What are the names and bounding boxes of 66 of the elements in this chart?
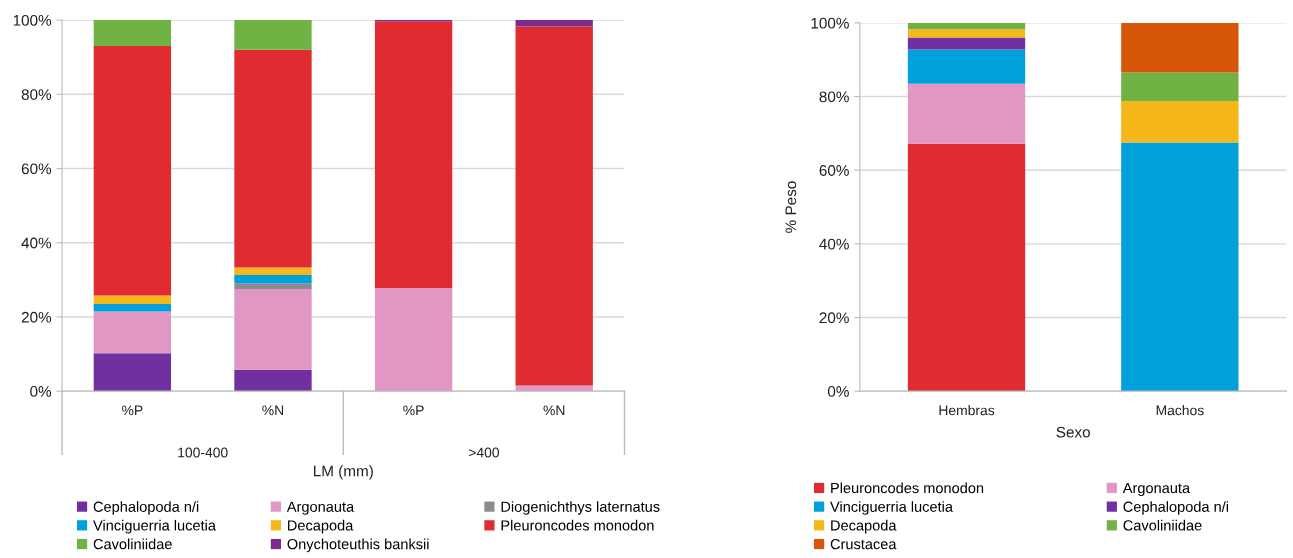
legend-label: Cavoliniidae [1123,519,1202,531]
y-tick-label: 60% [21,163,52,175]
legend-label: Cephalopoda n/i [93,501,199,515]
y-tick-label: 20% [21,311,52,323]
bar [907,29,1026,38]
bar [1121,100,1239,143]
bar [515,20,593,27]
legend-label: Vinciguerria lucetia [93,519,216,534]
x-tick-label: Machos [1156,405,1204,416]
legend-label: Decapoda [831,519,897,534]
legend-label: Cavoliniidae [93,538,172,550]
bar [907,83,1026,144]
x-tick-label: %P [403,405,424,416]
legend-label: Onychoteuthis banksii [287,538,429,553]
legend-label: Crustacea [830,538,897,550]
x-tick-label: %N [262,405,284,416]
y-tick-label: 60% [819,165,849,176]
legend-label: Pleuroncodes monodon [831,482,984,494]
bar [234,49,312,268]
bar [374,288,453,392]
bar [234,275,312,284]
text: >400 [468,447,499,458]
bar [93,295,172,304]
y-tick-label: 80% [819,91,849,103]
bar [907,22,1026,30]
bar [234,267,312,276]
bar [93,20,172,47]
legend-label: Diogenichthys laternatus [501,501,660,515]
bar [1121,72,1239,101]
y-tick-label: 40% [819,238,849,250]
bar [374,21,453,288]
bar [93,311,172,354]
bar [93,46,172,296]
bar [234,369,312,392]
bar [907,143,1026,392]
bar [1121,22,1239,73]
legend-label: Argonauta [286,501,355,515]
x-tick-label: Hembras [939,405,995,416]
bar [93,303,172,312]
y-axis-title: % Peso [785,181,797,233]
bar [1121,142,1239,392]
x-axis-title: Sexo [1056,426,1090,438]
y-tick-label: 100% [811,17,849,29]
y-tick-label: 0% [30,386,52,397]
bar [234,20,312,50]
bar [234,289,312,370]
legend-label: Pleuroncodes monodon [501,519,654,531]
x-axis-title: LM (mm) [314,465,373,480]
bar [907,37,1026,50]
bar [234,283,312,290]
legend-label: Decapoda [288,519,354,534]
bar [515,385,593,392]
y-tick-label: 20% [819,312,849,324]
legend-label: Vinciguerria lucetia [830,501,953,515]
bar [93,353,172,392]
bar [515,26,593,386]
y-tick-label: 0% [827,386,849,397]
y-tick-label: 100% [13,14,52,26]
y-tick-label: 40% [21,237,52,249]
x-tick-label: %N [543,405,565,416]
legend-label: Argonauta [1122,483,1191,497]
bar [907,49,1026,84]
x-tick-label: %P [122,405,143,416]
y-tick-label: 80% [21,89,52,100]
text: 100-400 [178,447,228,458]
legend-label: Cephalopoda n/i [1123,501,1229,515]
